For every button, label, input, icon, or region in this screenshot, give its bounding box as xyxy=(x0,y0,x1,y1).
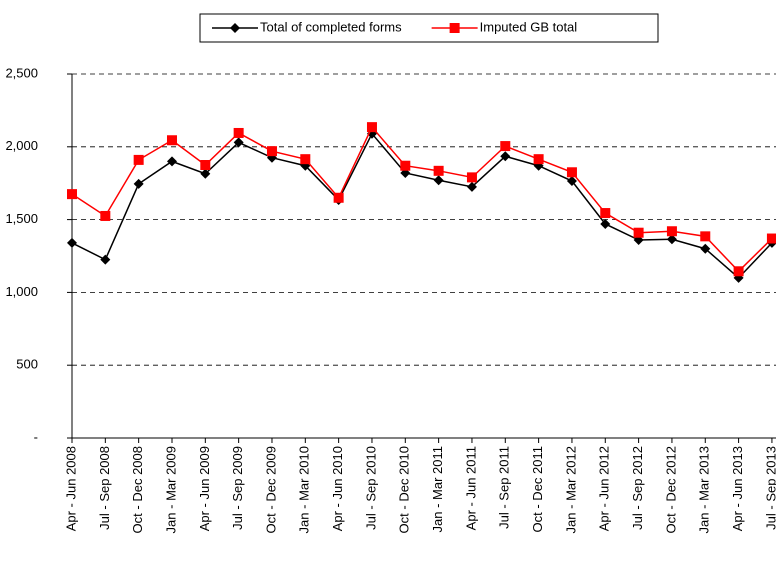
data-point xyxy=(366,122,377,133)
data-point xyxy=(500,151,511,162)
x-tick-label: Apr - Jun 2011 xyxy=(463,446,478,530)
data-point xyxy=(266,146,277,157)
x-tick-label: Oct - Dec 2012 xyxy=(663,446,678,533)
data-point xyxy=(466,172,477,183)
x-tick-label: Apr - Jun 2012 xyxy=(597,446,612,531)
x-tick-label: Oct - Dec 2009 xyxy=(263,446,278,533)
x-tick-label: Oct - Dec 2011 xyxy=(530,446,545,532)
data-point xyxy=(133,178,144,189)
data-point xyxy=(566,167,577,178)
data-point xyxy=(533,154,544,165)
data-point xyxy=(566,176,577,187)
y-tick-label: 2,500 xyxy=(5,65,38,80)
x-tick-label: Jan - Mar 2011 xyxy=(430,446,445,532)
data-point xyxy=(433,165,444,176)
y-tick-label: - xyxy=(34,429,38,444)
x-tick-label: Jul - Sep 2012 xyxy=(630,446,645,530)
x-tick-label: Jul - Sep 2011 xyxy=(497,446,512,529)
data-point xyxy=(600,208,611,219)
data-point xyxy=(633,227,644,238)
data-point xyxy=(100,210,111,221)
x-tick-label: Jul - Sep 2009 xyxy=(230,446,245,530)
data-point xyxy=(666,234,677,245)
x-tick-label: Oct - Dec 2008 xyxy=(130,446,145,533)
data-point xyxy=(700,231,711,242)
legend-label: Imputed GB total xyxy=(480,19,578,34)
data-point xyxy=(466,181,477,192)
data-point xyxy=(133,154,144,165)
x-tick-label: Jul - Sep 2013 xyxy=(763,446,776,530)
data-point xyxy=(600,218,611,229)
series-line xyxy=(71,132,773,279)
y-tick-label: 1,000 xyxy=(5,284,38,299)
data-point xyxy=(733,266,744,277)
series-line xyxy=(71,125,773,273)
legend-label: Total of completed forms xyxy=(260,19,402,34)
x-tick-label: Jan - Mar 2009 xyxy=(163,446,178,533)
x-tick-label: Oct - Dec 2010 xyxy=(397,446,412,533)
x-tick-label: Apr - Jun 2009 xyxy=(197,446,212,531)
data-point xyxy=(233,127,244,138)
x-tick-label: Apr - Jun 2008 xyxy=(63,446,78,531)
y-tick-label: 1,500 xyxy=(5,211,38,226)
y-tick-label: 500 xyxy=(16,357,38,372)
data-point xyxy=(333,192,344,203)
y-tick-label: 2,000 xyxy=(5,138,38,153)
data-point xyxy=(700,243,711,254)
x-tick-label: Apr - Jun 2010 xyxy=(330,446,345,531)
data-point xyxy=(300,154,311,165)
x-tick-label: Jul - Sep 2008 xyxy=(97,446,112,530)
data-point xyxy=(433,175,444,186)
data-point xyxy=(166,156,177,167)
data-point xyxy=(666,226,677,237)
x-tick-label: Jan - Mar 2010 xyxy=(297,446,312,533)
legend-marker xyxy=(230,23,240,33)
data-point xyxy=(100,254,111,265)
data-point xyxy=(400,160,411,171)
data-point xyxy=(500,141,511,152)
x-tick-label: Jul - Sep 2010 xyxy=(363,446,378,530)
data-point xyxy=(233,137,244,148)
data-point xyxy=(200,168,211,179)
data-point xyxy=(766,233,776,244)
data-point xyxy=(166,135,177,146)
data-point xyxy=(67,189,77,200)
x-tick-label: Jan - Mar 2013 xyxy=(697,446,712,533)
legend-box xyxy=(199,13,659,43)
legend-marker xyxy=(449,23,460,33)
data-point xyxy=(200,160,211,170)
x-tick-label: Jan - Mar 2012 xyxy=(563,446,578,533)
x-tick-label: Apr - Jun 2013 xyxy=(730,446,745,531)
data-point xyxy=(67,237,77,248)
